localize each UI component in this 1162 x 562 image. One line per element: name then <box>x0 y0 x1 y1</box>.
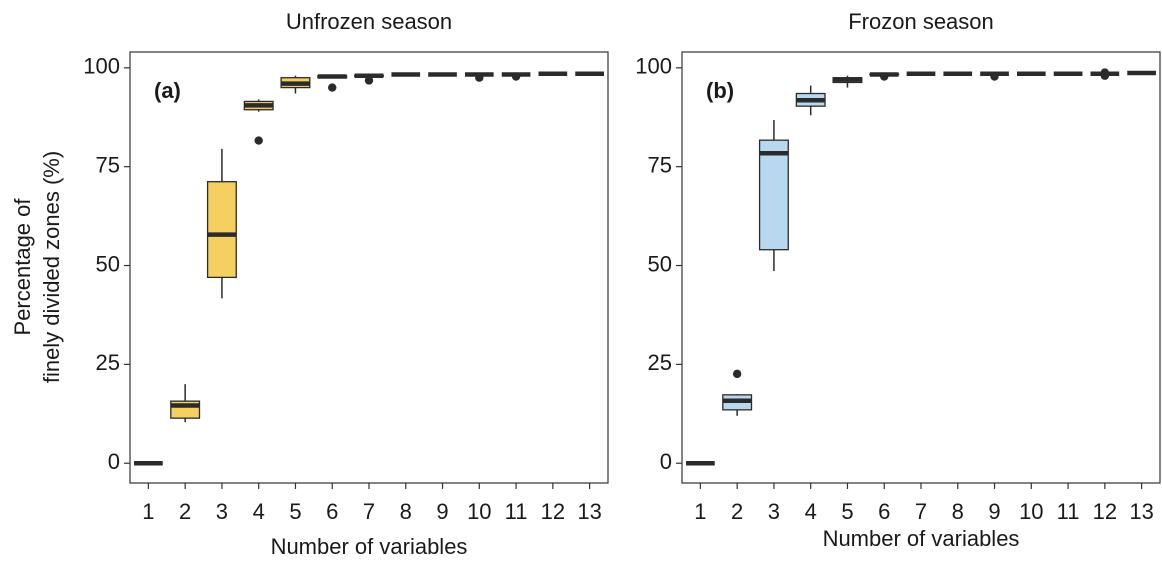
x-tick-label: 9 <box>436 499 448 524</box>
y-tick-label: 100 <box>83 54 120 79</box>
x-tick-label: 5 <box>841 499 853 524</box>
outlier <box>475 73 484 82</box>
x-tick-label: 6 <box>878 499 890 524</box>
outlier <box>1100 71 1110 80</box>
x-tick-label: 10 <box>467 499 491 524</box>
outlier <box>990 72 999 81</box>
x-tick-label: 3 <box>768 499 780 524</box>
outlier <box>732 369 742 379</box>
y-tick-label: 100 <box>635 54 672 79</box>
y-tick-label: 25 <box>96 350 120 375</box>
y-tick-label: 50 <box>648 251 672 276</box>
outlier <box>880 72 889 81</box>
x-tick-label: 1 <box>142 499 154 524</box>
x-tick-label: 4 <box>805 499 817 524</box>
x-tick-label: 11 <box>1057 499 1080 524</box>
chart-title: Unfrozen season <box>286 9 452 34</box>
x-tick-label: 10 <box>1019 499 1043 524</box>
box <box>206 181 237 279</box>
box <box>758 139 789 251</box>
x-tick-label: 1 <box>694 499 706 524</box>
outlier <box>511 72 521 81</box>
x-tick-label: 7 <box>363 499 375 524</box>
y-tick-label: 0 <box>660 449 672 474</box>
chart-title: Frozon season <box>848 9 994 34</box>
y-tick-label: 75 <box>648 152 672 177</box>
x-tick-label: 7 <box>915 499 927 524</box>
panel-label: (b) <box>706 78 734 103</box>
outlier <box>364 76 374 85</box>
y-tick-label: 25 <box>648 350 672 375</box>
y-axis-label: Percentage of <box>10 198 35 336</box>
panel-label: (a) <box>154 78 181 103</box>
y-tick-label: 0 <box>108 449 120 474</box>
x-tick-label: 6 <box>326 499 338 524</box>
x-tick-label: 2 <box>731 499 743 524</box>
x-tick-label: 13 <box>577 499 601 524</box>
y-tick-label: 50 <box>96 251 120 276</box>
x-tick-label: 4 <box>253 499 265 524</box>
plot-frame <box>129 51 609 484</box>
x-tick-label: 9 <box>988 499 1000 524</box>
plot-frame <box>681 51 1161 484</box>
x-tick-label: 12 <box>1093 499 1117 524</box>
x-tick-label: 8 <box>400 499 412 524</box>
x-tick-label: 5 <box>289 499 301 524</box>
y-tick-label: 75 <box>96 152 120 177</box>
x-tick-label: 12 <box>541 499 565 524</box>
x-tick-label: 2 <box>179 499 191 524</box>
x-tick-label: 13 <box>1129 499 1153 524</box>
x-tick-label: 8 <box>952 499 964 524</box>
outlier <box>254 136 263 145</box>
x-axis-label: Number of variables <box>271 534 468 559</box>
y-axis-label: finely divided zones (%) <box>39 151 64 383</box>
x-axis-label: Number of variables <box>823 526 1020 551</box>
x-tick-label: 3 <box>216 499 228 524</box>
x-tick-label: 11 <box>505 499 528 524</box>
outlier <box>328 83 337 92</box>
